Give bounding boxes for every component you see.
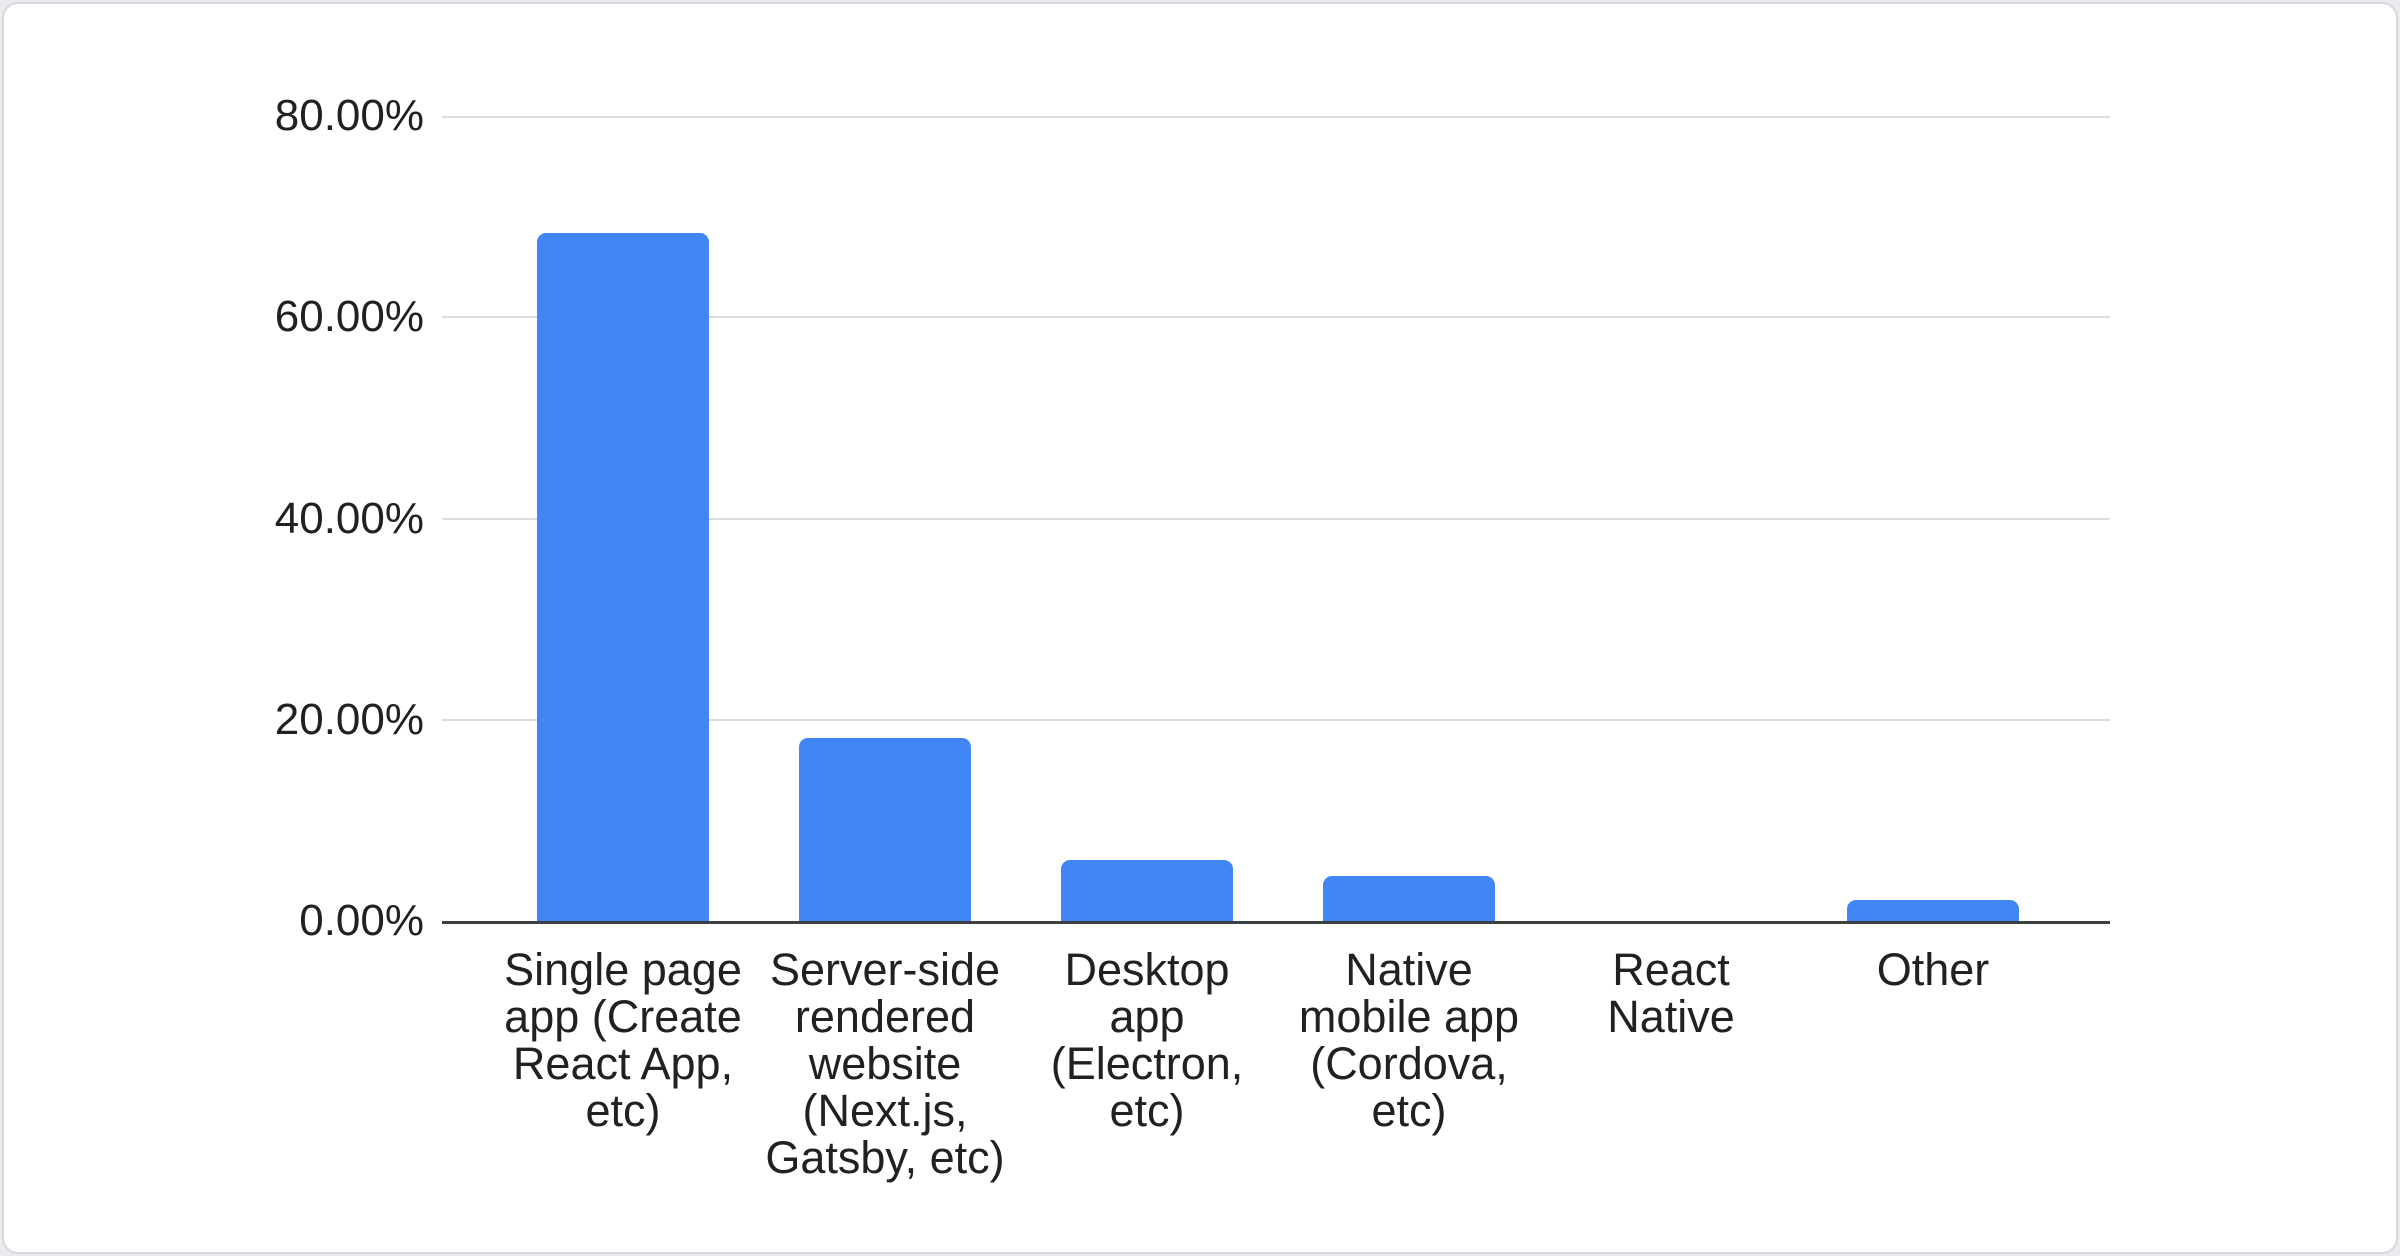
gridline-80pct xyxy=(442,116,2110,118)
gridline-60pct xyxy=(442,316,2110,319)
plot-area xyxy=(442,116,2110,924)
gridline-20pct xyxy=(442,718,2110,721)
bar-slot-desktop-app xyxy=(1016,116,1278,921)
bar-native-mobile-app[interactable] xyxy=(1323,875,1495,921)
x-axis-label-server-side-rendered: Server-side rendered website (Next.js, G… xyxy=(765,944,1005,1183)
y-axis-tick-label: 40.00% xyxy=(274,493,424,543)
y-axis-tick-label: 0.00% xyxy=(299,896,424,945)
y-axis-tick-label: 20.00% xyxy=(274,694,424,744)
x-axis: Single page app (Create React App, etc) … xyxy=(492,946,2064,1181)
bar-desktop-app[interactable] xyxy=(1061,859,1233,921)
x-axis-label-desktop-app: Desktop app (Electron, etc) xyxy=(1050,944,1244,1136)
bar-single-page-app[interactable] xyxy=(537,232,709,921)
bar-slot-native-mobile-app xyxy=(1278,116,1540,921)
bar-slot-react-native xyxy=(1540,116,1802,921)
bar-series xyxy=(492,116,2064,921)
y-axis-tick-label: 80.00% xyxy=(274,91,424,140)
x-axis-label-react-native: React Native xyxy=(1607,944,1735,1042)
bar-slot-single-page-app xyxy=(492,116,754,921)
x-axis-label-single-page-app: Single page app (Create React App, etc) xyxy=(504,944,742,1136)
bar-server-side-rendered[interactable] xyxy=(799,737,971,921)
bar-slot-server-side-rendered xyxy=(754,116,1016,921)
gridline-40pct xyxy=(442,517,2110,520)
x-axis-label-other: Other xyxy=(1876,944,1990,995)
y-axis-tick-label: 60.00% xyxy=(274,292,424,342)
bar-other[interactable] xyxy=(1847,899,2019,921)
x-axis-label-native-mobile-app: Native mobile app (Cordova, etc) xyxy=(1298,944,1520,1136)
y-axis: 80.00% 60.00% 40.00% 20.00% 0.00% xyxy=(104,91,424,945)
bar-slot-other xyxy=(1802,116,2064,921)
